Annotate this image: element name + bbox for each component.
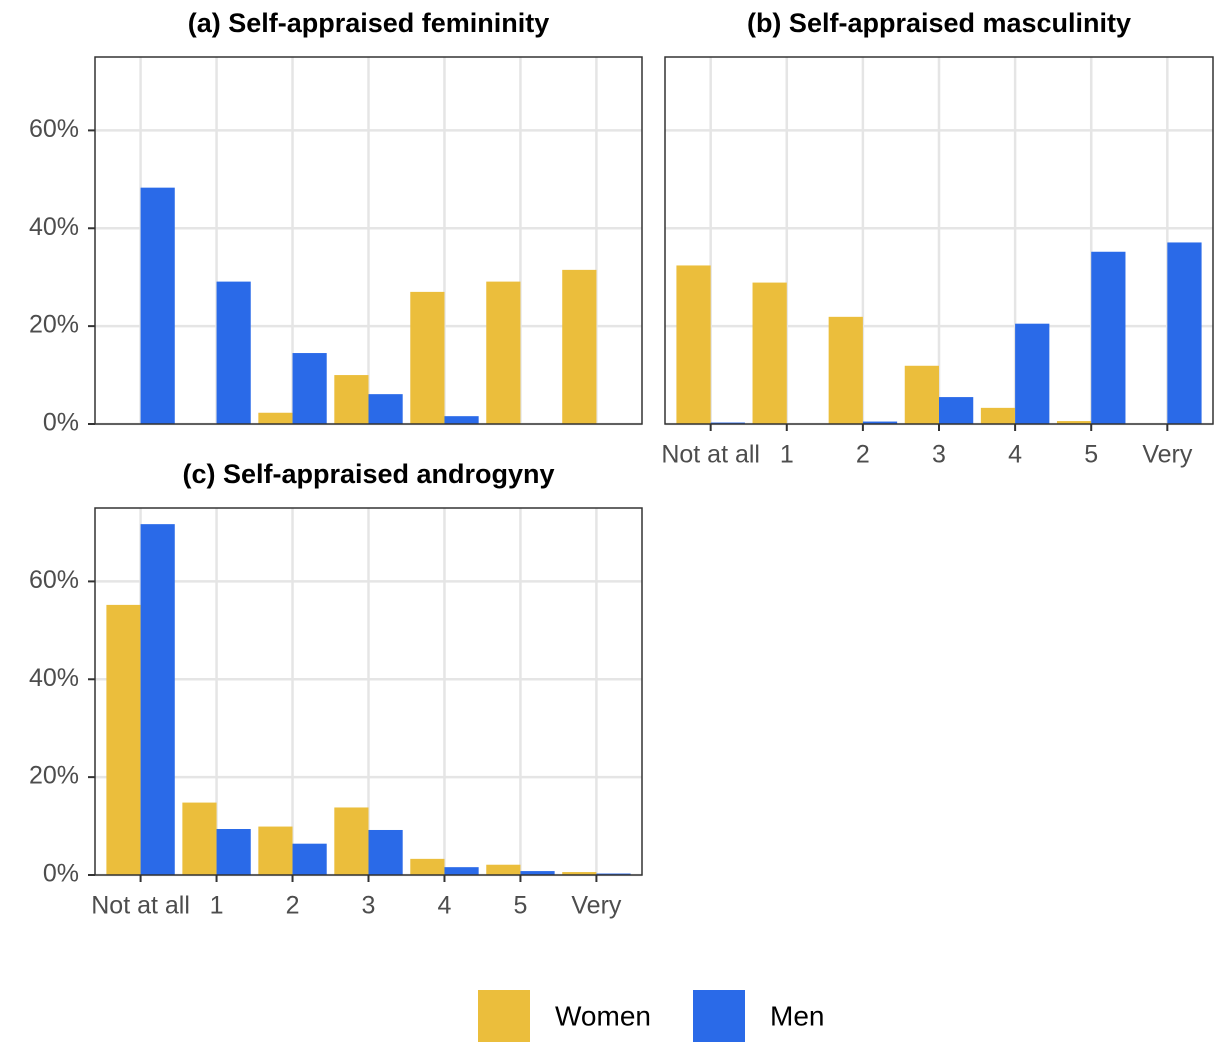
x-tick-label: Very: [571, 892, 622, 920]
bar: [1091, 251, 1126, 424]
bar: [562, 872, 597, 875]
bar: [292, 353, 327, 424]
bar: [828, 316, 863, 424]
bar: [862, 421, 898, 424]
legend-label: Women: [555, 1000, 651, 1031]
x-tick-label: Very: [1142, 441, 1193, 469]
legend-swatch: [478, 990, 530, 1042]
x-tick-label: 2: [286, 892, 300, 920]
bar: [444, 416, 479, 424]
bar: [904, 365, 939, 424]
bar: [486, 281, 521, 424]
x-tick-label: 5: [513, 892, 527, 920]
legend-label: Men: [770, 1000, 824, 1031]
bar: [1167, 242, 1202, 424]
bar: [334, 375, 369, 424]
legend-swatch: [693, 990, 745, 1042]
bar: [334, 807, 369, 875]
bar: [258, 412, 293, 424]
x-tick-label: Not at all: [661, 441, 760, 469]
bar: [140, 524, 175, 875]
bar: [216, 281, 251, 424]
y-tick-label: 60%: [29, 566, 79, 594]
bar: [368, 394, 403, 424]
plot-border: [94, 56, 643, 425]
bar: [292, 843, 327, 875]
x-tick-label: 5: [1084, 441, 1098, 469]
bar: [216, 829, 251, 875]
bar: [752, 282, 787, 424]
plot-border: [94, 507, 643, 876]
bar: [939, 397, 974, 424]
bar: [410, 291, 445, 424]
bar: [1015, 323, 1050, 424]
y-tick-label: 20%: [29, 311, 79, 339]
y-tick-label: 20%: [29, 762, 79, 790]
bar: [1056, 421, 1092, 424]
bar: [140, 187, 175, 424]
y-tick-label: 0%: [43, 409, 79, 437]
x-tick-label: 3: [932, 441, 946, 469]
bar: [182, 802, 217, 875]
y-tick-label: 0%: [43, 860, 79, 888]
bar: [258, 826, 293, 875]
bar: [676, 265, 711, 424]
bar: [410, 858, 445, 875]
y-tick-label: 60%: [29, 115, 79, 143]
bar: [520, 871, 555, 875]
y-tick-label: 40%: [29, 213, 79, 241]
bar: [368, 829, 403, 875]
x-tick-label: 3: [362, 892, 376, 920]
bar: [106, 604, 141, 875]
x-tick-label: 1: [210, 892, 224, 920]
bar: [980, 407, 1016, 424]
bar: [562, 269, 597, 424]
panel-title: (a) Self-appraised femininity: [188, 8, 550, 38]
x-tick-label: 1: [780, 441, 794, 469]
bar: [444, 867, 479, 875]
x-tick-label: 4: [438, 892, 452, 920]
x-tick-label: 2: [856, 441, 870, 469]
panel-title: (b) Self-appraised masculinity: [747, 8, 1131, 38]
x-tick-label: Not at all: [91, 892, 190, 920]
plot-border: [664, 56, 1214, 425]
x-tick-label: 4: [1008, 441, 1022, 469]
panel-title: (c) Self-appraised androgyny: [182, 459, 554, 489]
bar: [486, 864, 521, 875]
y-tick-label: 40%: [29, 664, 79, 692]
